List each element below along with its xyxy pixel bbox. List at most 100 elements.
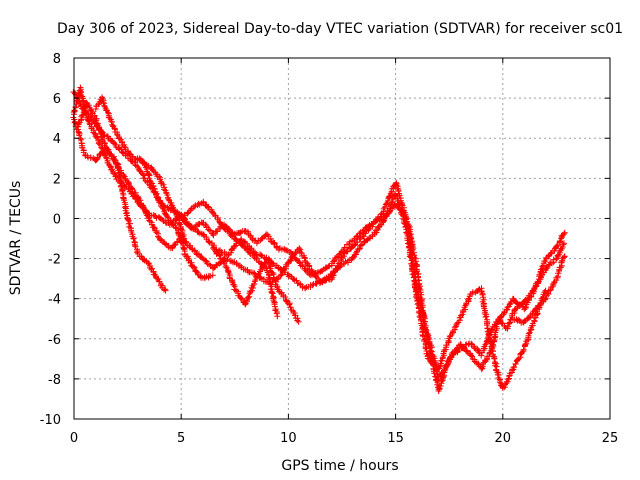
data-point-group <box>242 277 259 308</box>
data-point-group <box>284 300 302 325</box>
y-tick-label: -10 <box>40 413 61 428</box>
series-track-5 <box>92 94 189 245</box>
x-tick-label: 0 <box>70 431 78 446</box>
data-point-group <box>167 236 183 252</box>
data-point-group <box>146 261 163 285</box>
data-point-group <box>489 313 505 333</box>
data-point-group <box>114 160 131 221</box>
data-point-group <box>553 253 568 281</box>
data-point-group <box>70 114 87 156</box>
series-track-3 <box>75 99 549 392</box>
data-point-group <box>263 254 281 290</box>
data-point-group <box>467 286 483 298</box>
data-point-group <box>542 256 560 272</box>
data-point-group <box>446 317 463 342</box>
data-point-group <box>510 295 526 311</box>
data-point-group <box>520 317 538 353</box>
data-point-group <box>296 259 313 277</box>
y-tick-label: 4 <box>53 132 61 147</box>
data-point-group <box>199 272 216 282</box>
data-point-group <box>520 308 537 326</box>
data-point-group <box>371 217 388 237</box>
data-point-group <box>275 260 291 282</box>
data-point-group <box>263 264 281 320</box>
data-point-group <box>380 181 399 217</box>
data-point-group <box>531 258 549 292</box>
data-point-group <box>499 366 516 392</box>
data-point-group <box>478 285 491 332</box>
data-point-group <box>242 266 258 277</box>
data-point-group <box>141 159 153 185</box>
data-point-group <box>446 347 462 362</box>
data-point-group <box>99 94 111 116</box>
data-point-group <box>510 348 527 373</box>
data-point-group <box>435 358 452 394</box>
x-tick-label: 5 <box>177 431 185 446</box>
data-point-group <box>134 250 152 266</box>
data-point-group <box>173 212 189 245</box>
y-tick-label: -6 <box>48 333 61 348</box>
x-axis-label: GPS time / hours <box>281 458 398 474</box>
data-point-group <box>253 256 270 281</box>
data-point-group <box>302 280 320 292</box>
data-point-group <box>200 231 218 251</box>
data-point-group <box>125 179 141 200</box>
x-tick-label: 15 <box>387 431 404 446</box>
data-point-group <box>156 278 169 294</box>
data-point-group <box>392 191 409 231</box>
y-tick-label: 0 <box>53 212 61 227</box>
grid-lines <box>74 58 610 419</box>
data-point-group <box>338 256 355 268</box>
data-point-group <box>242 245 258 261</box>
data-point-group <box>552 229 568 251</box>
data-point-group <box>493 366 506 390</box>
data-point-group <box>543 245 558 262</box>
data-point-group <box>148 164 162 180</box>
data-point-group <box>554 240 567 262</box>
data-point-group <box>188 245 205 261</box>
axis-ticks: 0 5 10 15 20 25 -10 -8 -6 -4 -2 0 2 4 6 8 <box>40 52 619 446</box>
data-point-group <box>178 206 194 222</box>
data-point-group <box>500 296 516 318</box>
data-point-group <box>83 99 98 119</box>
data-point-group <box>165 214 179 231</box>
data-point-group <box>468 340 483 357</box>
data-point-group <box>145 215 162 241</box>
data-point-group <box>124 215 141 256</box>
data-point-group <box>200 198 216 215</box>
data-point-group <box>340 241 359 257</box>
data-point-group <box>338 237 356 255</box>
y-tick-label: -8 <box>48 373 61 388</box>
data-point-group <box>157 235 172 251</box>
data-point-group <box>210 245 227 265</box>
plot-frame <box>73 57 611 420</box>
data-point-group <box>135 195 152 221</box>
data-point-group <box>164 195 180 217</box>
data-point-group <box>366 210 385 232</box>
data-point-group <box>109 138 127 157</box>
data-point-group <box>413 295 431 360</box>
data-point-group <box>521 286 538 313</box>
y-tick-label: 2 <box>53 172 61 187</box>
data-point-group <box>156 174 172 201</box>
data-point-group <box>92 115 110 151</box>
data-point-group <box>242 227 259 244</box>
data-point-group <box>105 110 120 136</box>
data-point-group <box>122 152 141 170</box>
data-point-group <box>238 236 257 255</box>
data-point-group <box>435 337 452 372</box>
data-point-group <box>173 225 189 257</box>
data-point-group <box>484 325 500 370</box>
chart-title: Day 306 of 2023, Sidereal Day-to-day VTE… <box>57 21 623 37</box>
data-point-group <box>296 245 313 270</box>
series-track-7 <box>210 245 302 325</box>
data-point-group <box>181 252 197 270</box>
data-point-group <box>263 231 280 250</box>
y-axis-label: SDTVAR / TECUs <box>8 181 24 296</box>
series-track-4 <box>70 114 169 294</box>
data-point-group <box>306 266 324 286</box>
data-point-group <box>199 255 216 270</box>
data-point-group <box>253 232 269 247</box>
data-point-group <box>209 209 227 231</box>
